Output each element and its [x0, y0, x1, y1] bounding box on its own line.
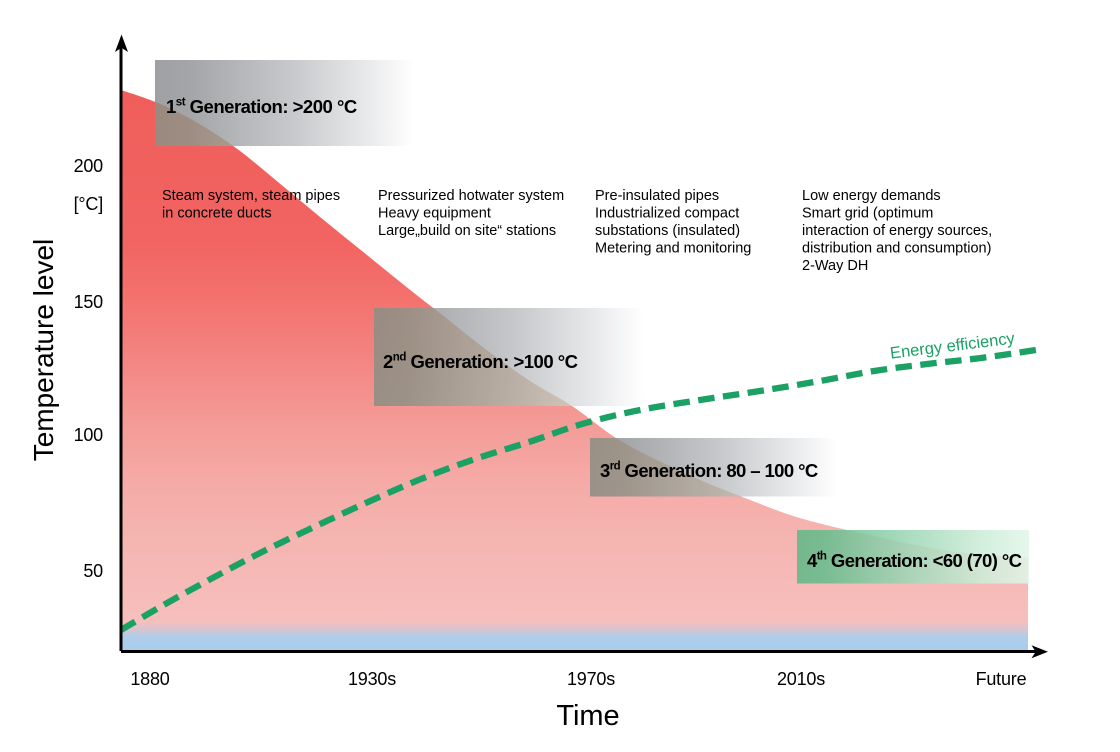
svg-text:Pre-insulated pipes: Pre-insulated pipes: [595, 188, 719, 204]
svg-text:Heavy equipment: Heavy equipment: [378, 206, 491, 222]
svg-text:50: 50: [83, 561, 103, 581]
svg-text:200: 200: [74, 156, 104, 176]
svg-text:Future: Future: [976, 669, 1027, 689]
svg-text:3rd Generation: 80 – 100 °C: 3rd Generation: 80 – 100 °C: [600, 460, 818, 481]
svg-text:2nd Generation: >100 °C: 2nd Generation: >100 °C: [383, 351, 578, 372]
svg-text:Smart grid (optimum: Smart grid (optimum: [802, 206, 933, 222]
svg-text:1st Generation: >200 °C: 1st Generation: >200 °C: [166, 96, 357, 117]
svg-text:150: 150: [74, 292, 104, 312]
svg-text:in concrete ducts: in concrete ducts: [162, 206, 272, 222]
svg-text:Low energy demands: Low energy demands: [802, 188, 941, 204]
svg-text:Steam system, steam pipes: Steam system, steam pipes: [162, 188, 340, 204]
svg-text:[°C]: [°C]: [74, 194, 103, 214]
svg-text:2010s: 2010s: [777, 669, 825, 689]
svg-text:Time: Time: [556, 700, 619, 732]
svg-text:distribution and consumption): distribution and consumption): [802, 241, 991, 257]
svg-text:Large„build on site“ stations: Large„build on site“ stations: [378, 223, 556, 239]
svg-text:Industrialized compact: Industrialized compact: [595, 206, 739, 222]
svg-text:1930s: 1930s: [348, 669, 396, 689]
svg-text:Metering and monitoring: Metering and monitoring: [595, 241, 751, 257]
svg-text:1880: 1880: [130, 669, 169, 689]
svg-text:2-Way DH: 2-Way DH: [802, 258, 868, 274]
svg-text:interaction of energy sources,: interaction of energy sources,: [802, 223, 992, 239]
svg-text:Pressurized hotwater system: Pressurized hotwater system: [378, 188, 564, 204]
svg-text:substations (insulated): substations (insulated): [595, 223, 740, 239]
svg-text:1970s: 1970s: [567, 669, 615, 689]
svg-text:Temperature level: Temperature level: [28, 239, 59, 462]
svg-text:4th Generation: <60 (70) °C: 4th Generation: <60 (70) °C: [807, 550, 1022, 571]
svg-text:100: 100: [74, 425, 104, 445]
